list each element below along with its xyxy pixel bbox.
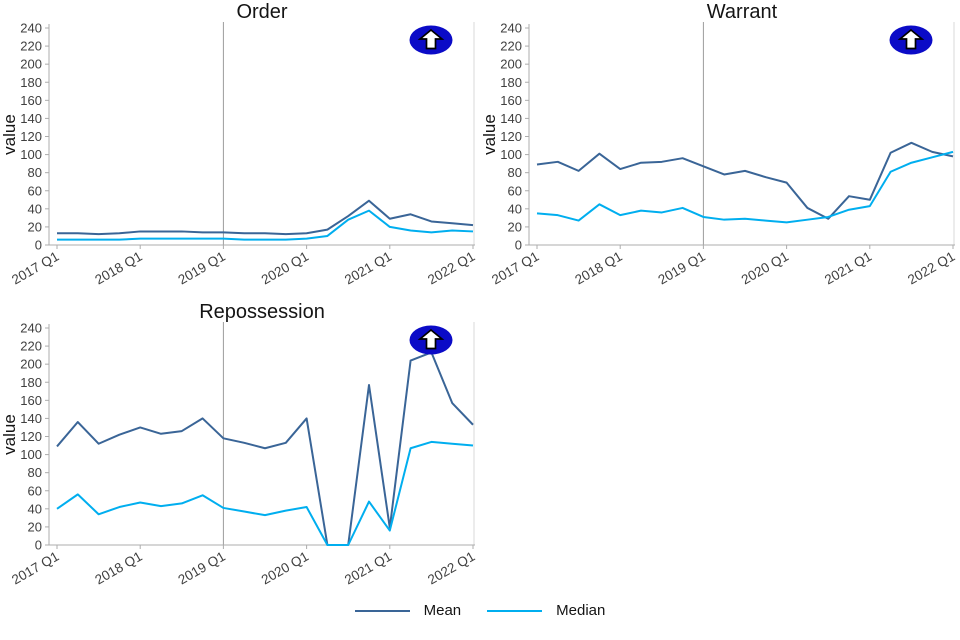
y-tick-label: 0 bbox=[515, 238, 522, 253]
x-tick-label: 2020 Q1 bbox=[259, 549, 311, 588]
legend-label: Mean bbox=[423, 602, 462, 619]
y-tick-label: 20 bbox=[28, 219, 42, 234]
y-tick-label: 60 bbox=[28, 183, 42, 198]
median-line-swatch bbox=[487, 609, 543, 612]
up-arrow-icon bbox=[889, 25, 933, 55]
x-tick-label: 2017 Q1 bbox=[9, 549, 61, 588]
x-tick-label: 2022 Q1 bbox=[905, 249, 957, 288]
legend-item-mean: Mean bbox=[354, 602, 462, 619]
x-tick-label: 2017 Q1 bbox=[489, 249, 541, 288]
chart-panel: Repossession 0 20 40 60 80 100 120 140 160 180 200… bbox=[0, 300, 490, 600]
y-tick-label: 160 bbox=[500, 93, 522, 108]
y-tick-label: 180 bbox=[500, 75, 522, 90]
y-tick-label: 240 bbox=[500, 21, 522, 36]
legend-item-median: Median bbox=[487, 602, 605, 619]
chart-title: Repossession bbox=[199, 301, 325, 323]
y-tick-label: 120 bbox=[20, 429, 42, 444]
median-line bbox=[536, 150, 954, 224]
chart-title: Order bbox=[236, 1, 288, 23]
y-tick-label: 0 bbox=[35, 538, 42, 553]
x-tick-label: 2022 Q1 bbox=[425, 549, 477, 588]
y-tick-label: 160 bbox=[20, 93, 42, 108]
x-tick-label: 2021 Q1 bbox=[822, 249, 874, 288]
mean-line bbox=[57, 199, 474, 236]
plot-area: 0 20 40 60 80 100 120 140 160 180 200 220 240 2017 Q1… bbox=[0, 321, 478, 588]
y-tick-label: 140 bbox=[500, 111, 522, 126]
median-line bbox=[57, 209, 474, 241]
mean-line bbox=[56, 351, 474, 546]
y-axis-title: value bbox=[0, 114, 19, 155]
y-tick-label: 80 bbox=[28, 465, 42, 480]
y-tick-label: 100 bbox=[20, 147, 42, 162]
x-tick-label: 2018 Q1 bbox=[92, 249, 144, 288]
up-arrow-icon bbox=[409, 325, 453, 355]
y-tick-label: 0 bbox=[35, 238, 42, 253]
chart-title: Warrant bbox=[706, 1, 778, 23]
chart-panel: Warrant 0 20 40 60 80 100 120 140 160 180 200 220 24… bbox=[480, 0, 960, 300]
x-tick-label: 2021 Q1 bbox=[342, 249, 394, 288]
y-tick-label: 220 bbox=[20, 39, 42, 54]
y-tick-label: 200 bbox=[20, 357, 42, 372]
y-axis-title: value bbox=[480, 114, 499, 155]
y-tick-label: 180 bbox=[20, 75, 42, 90]
y-tick-label: 140 bbox=[20, 111, 42, 126]
x-tick-label: 2020 Q1 bbox=[739, 249, 791, 288]
x-tick-label: 2018 Q1 bbox=[572, 249, 624, 288]
y-tick-label: 40 bbox=[28, 201, 42, 216]
y-tick-label: 60 bbox=[28, 483, 42, 498]
x-tick-label: 2020 Q1 bbox=[259, 249, 311, 288]
legend: Mean Median bbox=[0, 602, 960, 619]
legend-label: Median bbox=[556, 602, 606, 619]
y-tick-label: 100 bbox=[20, 447, 42, 462]
up-arrow-icon bbox=[409, 25, 453, 55]
x-tick-label: 2019 Q1 bbox=[656, 249, 708, 288]
plot-area: 0 20 40 60 80 100 120 140 160 180 200 220 240 2017 Q1… bbox=[480, 21, 958, 288]
y-tick-label: 100 bbox=[500, 147, 522, 162]
mean-line-swatch bbox=[354, 609, 410, 612]
x-tick-label: 2021 Q1 bbox=[342, 549, 394, 588]
y-tick-label: 240 bbox=[20, 321, 42, 336]
y-tick-label: 200 bbox=[500, 57, 522, 72]
y-tick-label: 40 bbox=[508, 201, 522, 216]
y-tick-label: 180 bbox=[20, 375, 42, 390]
mean-line bbox=[536, 141, 954, 220]
x-tick-label: 2019 Q1 bbox=[176, 549, 228, 588]
y-tick-label: 140 bbox=[20, 411, 42, 426]
y-tick-label: 40 bbox=[28, 501, 42, 516]
y-tick-label: 160 bbox=[20, 393, 42, 408]
y-tick-label: 120 bbox=[500, 129, 522, 144]
y-tick-label: 120 bbox=[20, 129, 42, 144]
plot-area: 0 20 40 60 80 100 120 140 160 180 200 220 240 2017 Q1… bbox=[0, 21, 478, 288]
y-tick-label: 20 bbox=[28, 519, 42, 534]
median-line bbox=[56, 440, 474, 546]
x-tick-label: 2022 Q1 bbox=[425, 249, 477, 288]
x-tick-label: 2019 Q1 bbox=[176, 249, 228, 288]
y-tick-label: 60 bbox=[508, 183, 522, 198]
y-tick-label: 220 bbox=[500, 39, 522, 54]
x-tick-label: 2018 Q1 bbox=[92, 549, 144, 588]
x-tick-label: 2017 Q1 bbox=[9, 249, 61, 288]
y-tick-label: 20 bbox=[508, 219, 522, 234]
y-tick-label: 80 bbox=[508, 165, 522, 180]
y-tick-label: 220 bbox=[20, 339, 42, 354]
y-tick-label: 80 bbox=[28, 165, 42, 180]
chart-panel: Order 0 20 40 60 80 100 120 140 160 180 200 220 240 2… bbox=[0, 0, 490, 300]
y-axis-title: value bbox=[0, 414, 19, 455]
y-tick-label: 240 bbox=[20, 21, 42, 36]
y-tick-label: 200 bbox=[20, 57, 42, 72]
